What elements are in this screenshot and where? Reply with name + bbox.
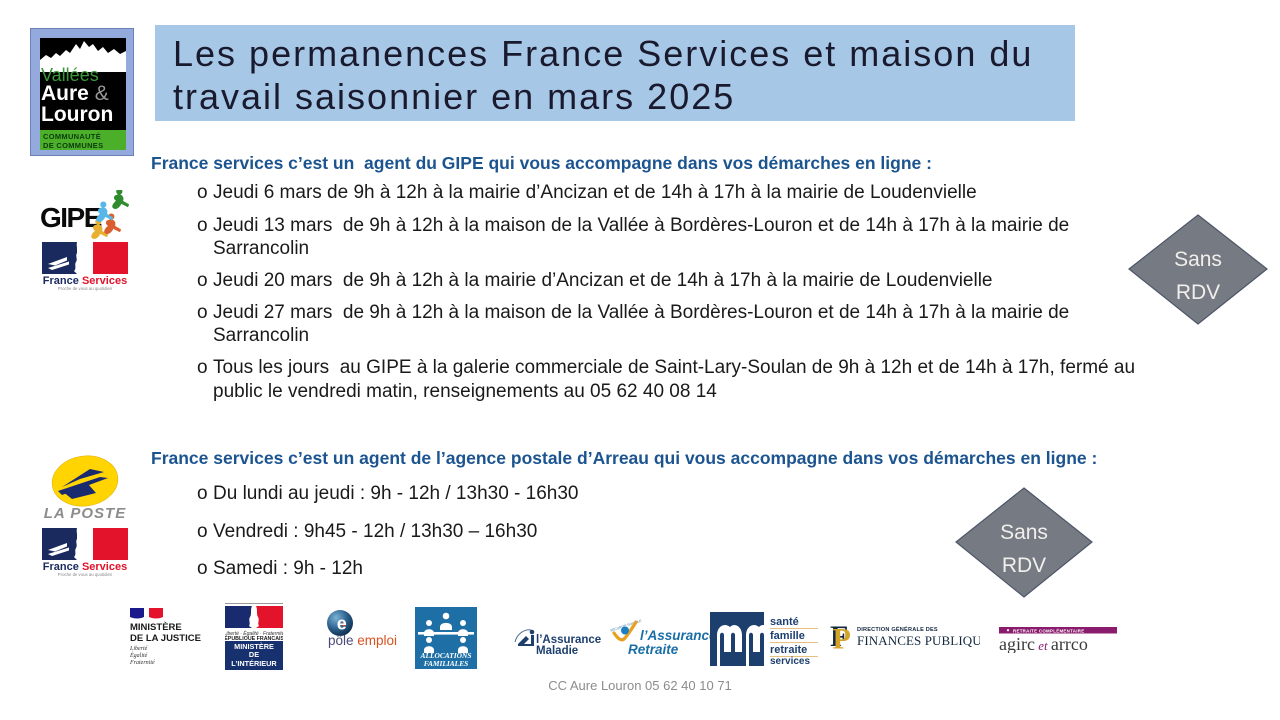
svg-text:Sans: Sans (1174, 248, 1222, 271)
svg-text:Sans: Sans (1000, 521, 1048, 544)
svg-text:FINANCES PUBLIQUES: FINANCES PUBLIQUES (857, 633, 980, 648)
svg-text:P: P (833, 623, 851, 656)
svg-text:pôle emploi: pôle emploi (328, 633, 397, 648)
svg-text:famille: famille (770, 630, 805, 642)
svg-text:agirc et arrco: agirc et arrco (999, 634, 1088, 653)
svg-text:Retraite: Retraite (628, 642, 679, 657)
svg-text:services: services (770, 656, 810, 666)
svg-text:RDV: RDV (1176, 281, 1220, 304)
svg-text:Maladie: Maladie (536, 645, 578, 657)
svg-text:RDV: RDV (1002, 554, 1046, 577)
svg-text:LA POSTE: LA POSTE (44, 505, 126, 522)
svg-text:RETRAITE COMPLÉMENTAIRE: RETRAITE COMPLÉMENTAIRE (1013, 628, 1084, 633)
svg-text:Proche de vous au quotidien: Proche de vous au quotidien (58, 572, 113, 577)
svg-text:GIPE: GIPE (40, 202, 102, 233)
svg-text:FAMILIALES: FAMILIALES (424, 659, 469, 668)
svg-text:l’Assurance: l’Assurance (640, 628, 717, 643)
svg-text:retraite: retraite (770, 644, 807, 656)
svg-text:e: e (337, 614, 347, 634)
svg-text:santé: santé (770, 616, 799, 628)
svg-text:Proche de vous au quotidien: Proche de vous au quotidien (58, 286, 113, 291)
svg-text:DIRECTION GÉNÉRALE DES: DIRECTION GÉNÉRALE DES (857, 625, 938, 633)
